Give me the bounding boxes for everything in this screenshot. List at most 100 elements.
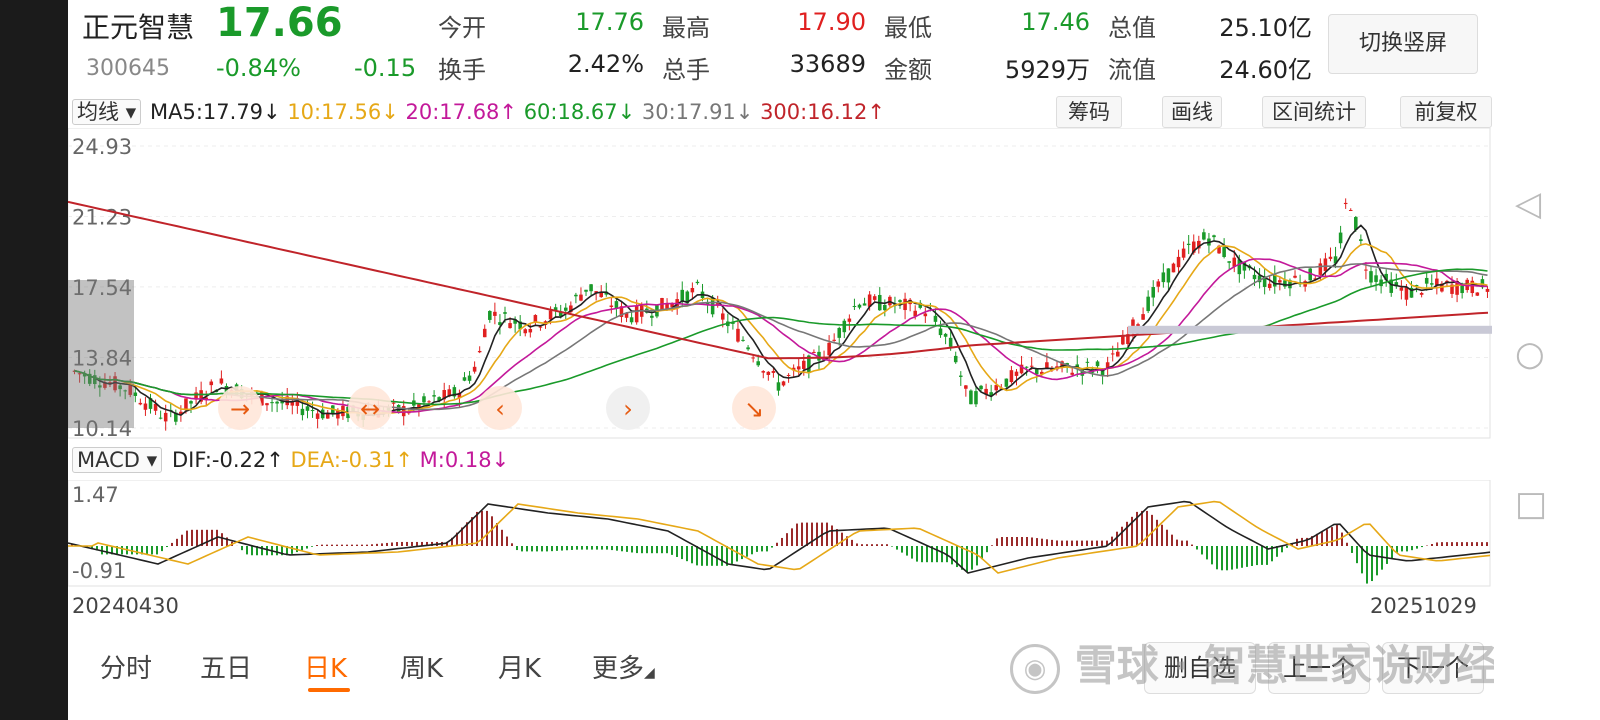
control-circle bbox=[732, 386, 776, 430]
candle-body bbox=[736, 328, 740, 342]
ma-selector[interactable]: 均线 ▾ bbox=[72, 96, 142, 128]
home-nav-icon[interactable]: ○ bbox=[1515, 334, 1545, 374]
candle-body bbox=[670, 303, 674, 307]
candle-body bbox=[1470, 280, 1475, 294]
stock-code: 300645 bbox=[86, 56, 170, 81]
tab-intraday[interactable]: 分时 bbox=[100, 654, 153, 684]
indicator-value: 10:17.56↓ bbox=[287, 100, 406, 124]
candle-body bbox=[751, 357, 755, 359]
candle-body bbox=[812, 351, 816, 353]
candle-body bbox=[1435, 278, 1439, 286]
tab-five-day[interactable]: 五日 bbox=[200, 654, 253, 684]
zoom-in-icon[interactable]: ↘ bbox=[732, 386, 776, 430]
pan-icon[interactable]: ↔ bbox=[348, 386, 392, 430]
candle-body bbox=[133, 392, 138, 396]
next-page-icon[interactable]: › bbox=[606, 386, 650, 430]
candle-body bbox=[1272, 274, 1277, 287]
candle-body bbox=[437, 397, 441, 401]
candle-body bbox=[1389, 279, 1394, 293]
chips-button[interactable]: 筹码 bbox=[1056, 96, 1122, 128]
tab-more[interactable]: 更多◢ bbox=[592, 654, 655, 684]
tab-monthly-k[interactable]: 月K bbox=[498, 654, 542, 684]
candle-body bbox=[989, 392, 993, 397]
tab-weekly-k[interactable]: 周K bbox=[400, 654, 444, 684]
left-edge-bar bbox=[0, 0, 68, 720]
stat-label: 金额 bbox=[884, 56, 932, 84]
candle-body bbox=[807, 355, 811, 373]
candle-body bbox=[690, 287, 695, 293]
candle-body bbox=[1202, 232, 1206, 240]
tab-daily-k[interactable]: 日K bbox=[304, 654, 348, 684]
candle-body bbox=[1100, 370, 1105, 377]
candle-body bbox=[310, 410, 315, 412]
candle-body bbox=[1085, 361, 1090, 363]
candle-body bbox=[209, 381, 214, 386]
candle-body bbox=[143, 403, 148, 410]
candle-body bbox=[817, 351, 821, 361]
candle-body bbox=[305, 406, 310, 411]
previous-stock-button[interactable]: 上一个 bbox=[1268, 642, 1370, 694]
stat-value: 5929万 bbox=[1004, 56, 1090, 84]
candle-body bbox=[1485, 288, 1490, 292]
candle-body bbox=[680, 289, 685, 301]
range-stats-button[interactable]: 区间统计 bbox=[1262, 96, 1366, 128]
candle-body bbox=[265, 403, 269, 406]
candle-body bbox=[422, 396, 426, 403]
current-price: 17.66 bbox=[216, 0, 343, 46]
next-stock-button[interactable]: 下一个 bbox=[1382, 642, 1484, 694]
indicator-value: 300:16.12↑ bbox=[760, 100, 885, 124]
candle-body bbox=[827, 342, 831, 356]
candle-body bbox=[918, 302, 923, 308]
candle-body bbox=[862, 303, 867, 306]
scroll-right-icon[interactable]: → bbox=[218, 386, 262, 430]
candle-body bbox=[1404, 287, 1409, 300]
dea-line bbox=[68, 500, 1491, 574]
draw-line-button[interactable]: 画线 bbox=[1162, 96, 1222, 128]
candle-body bbox=[1171, 263, 1176, 273]
remove-watchlist-button[interactable]: 删自选 bbox=[1144, 642, 1256, 694]
macd-chart[interactable]: 1.47 -0.91 bbox=[68, 480, 1492, 588]
candle-body bbox=[518, 321, 522, 330]
stat-label: 今开 bbox=[438, 14, 486, 42]
control-circle bbox=[478, 386, 522, 430]
candle-body bbox=[1191, 241, 1196, 253]
indicator-value: MA5:17.79↓ bbox=[150, 100, 288, 124]
adjust-price-button[interactable]: 前复权 bbox=[1400, 96, 1492, 128]
candle-body bbox=[280, 400, 284, 404]
candle-body bbox=[1176, 256, 1181, 268]
candle-body bbox=[1424, 277, 1429, 284]
candle-body bbox=[427, 401, 431, 403]
recents-nav-icon[interactable]: □ bbox=[1515, 484, 1548, 524]
macd-y-tick: -0.91 bbox=[72, 559, 126, 583]
candle-body bbox=[493, 311, 497, 316]
switch-portrait-button[interactable]: 切换竖屏 bbox=[1328, 14, 1478, 74]
candle-body bbox=[609, 305, 614, 307]
candle-body bbox=[442, 390, 446, 400]
end-date-label: 20251029 bbox=[1370, 594, 1477, 618]
candle-body bbox=[994, 385, 999, 391]
candle-body bbox=[285, 396, 290, 406]
candle-body bbox=[553, 307, 558, 311]
candle-body bbox=[1475, 292, 1480, 296]
stat-value: 33689 bbox=[789, 50, 866, 78]
macd-selector[interactable]: MACD ▾ bbox=[72, 444, 163, 476]
candle-body bbox=[969, 390, 973, 405]
candle-body bbox=[1166, 268, 1171, 283]
candle-body bbox=[558, 312, 563, 317]
candle-body bbox=[710, 298, 715, 315]
candle-body bbox=[1116, 351, 1120, 357]
stat-value: 17.90 bbox=[797, 8, 866, 36]
chip-band bbox=[1128, 325, 1492, 334]
candle-body bbox=[852, 305, 857, 307]
candle-body bbox=[1040, 371, 1044, 375]
prev-page-icon[interactable]: ‹ bbox=[478, 386, 522, 430]
candle-body bbox=[1450, 284, 1454, 294]
back-nav-icon[interactable]: ◁ bbox=[1515, 184, 1542, 224]
candle-body bbox=[508, 323, 512, 329]
candle-body bbox=[1414, 285, 1419, 287]
control-glyph: ‹ bbox=[495, 395, 505, 423]
candle-body bbox=[624, 312, 629, 318]
candle-body bbox=[260, 391, 264, 406]
candle-body bbox=[786, 374, 791, 376]
